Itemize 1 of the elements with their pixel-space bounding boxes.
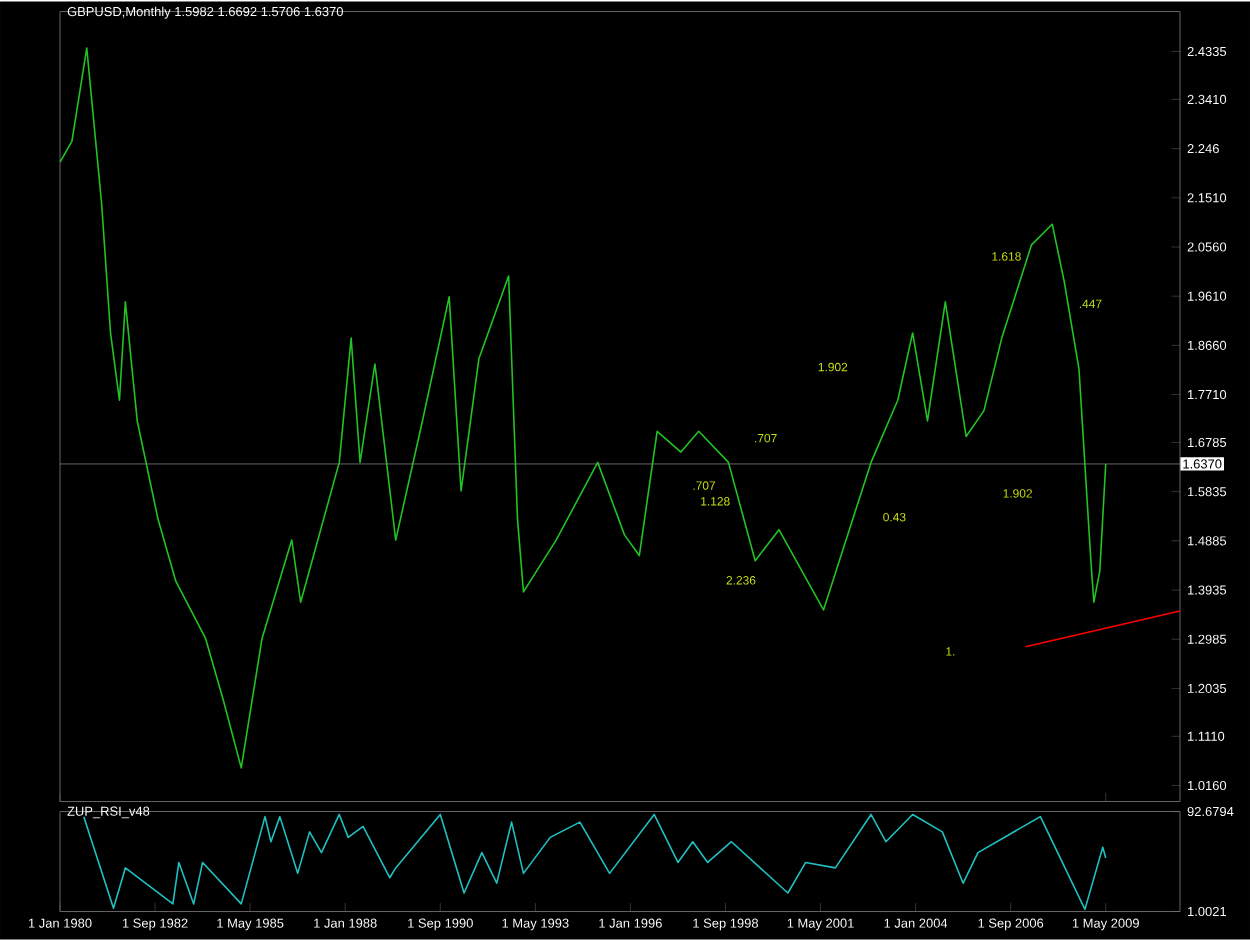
line-series <box>59 47 1107 769</box>
